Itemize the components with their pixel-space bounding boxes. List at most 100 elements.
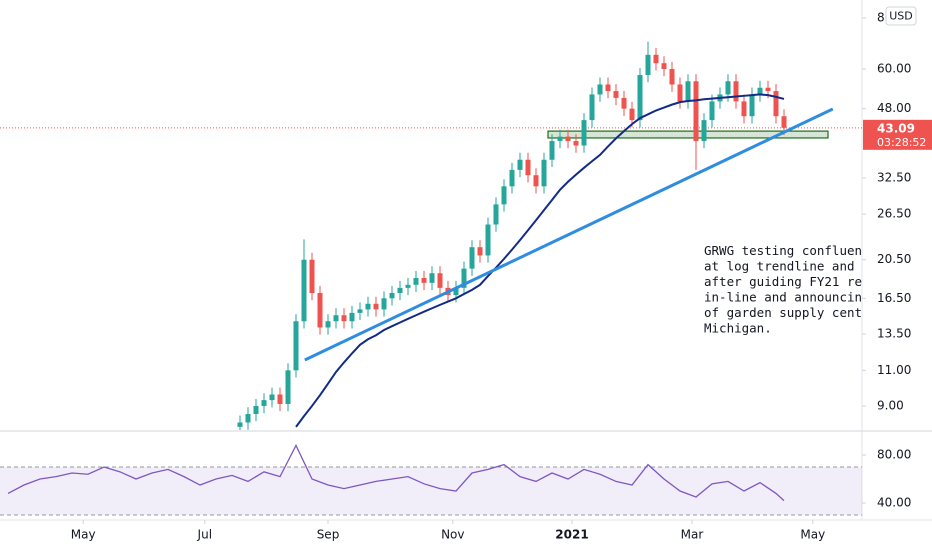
- candle-body: [437, 273, 443, 288]
- candle-body: [645, 54, 651, 76]
- annotation-line: at log trendline and range level: [704, 258, 932, 273]
- candle-body: [285, 370, 291, 404]
- x-tick-label: May: [800, 528, 825, 542]
- currency-badge[interactable]: [885, 6, 917, 26]
- moving-average: [295, 93, 785, 428]
- x-tick-label: May: [71, 528, 96, 542]
- x-tick-label: Mar: [681, 528, 704, 542]
- candle-body: [549, 141, 555, 160]
- candle-body: [509, 169, 515, 187]
- candle-body: [741, 101, 747, 117]
- candle-body: [629, 108, 635, 121]
- x-tick-label: Sep: [317, 528, 340, 542]
- candle-body: [477, 247, 483, 256]
- candle-body: [765, 87, 771, 92]
- candle-body: [493, 204, 499, 225]
- candle-body: [733, 81, 739, 102]
- candle-body: [517, 159, 523, 170]
- y-tick-label: 20.50: [877, 252, 911, 266]
- annotation-line: in-line and announcing acquisition: [704, 289, 932, 304]
- candle-body: [725, 81, 731, 95]
- candle-body: [685, 81, 691, 102]
- x-tick-label: 2021: [555, 528, 588, 542]
- countdown: 03:28:52: [877, 136, 926, 149]
- candle-body: [597, 84, 603, 95]
- x-tick-label: Jul: [197, 528, 212, 542]
- candle-body: [557, 136, 563, 142]
- candle-body: [253, 405, 259, 415]
- y-tick-label: 13.50: [877, 326, 911, 340]
- candle-body: [781, 116, 787, 128]
- candle-body: [421, 277, 427, 283]
- y-tick-label: 32.50: [877, 170, 911, 184]
- candle-body: [277, 394, 283, 404]
- candle-body: [589, 94, 595, 121]
- annotation-line: GRWG testing confluence support: [704, 243, 932, 258]
- candle-body: [605, 84, 611, 92]
- candle-body: [453, 287, 459, 296]
- rsi-pane: [0, 443, 862, 516]
- candle-body: [429, 273, 435, 283]
- candle-body: [541, 159, 547, 187]
- last-price-label: 43.09: [877, 121, 915, 135]
- range-zone: [547, 130, 829, 139]
- candle-body: [237, 422, 243, 427]
- candle-body: [485, 224, 491, 256]
- candle-body: [261, 400, 267, 406]
- candle-body: [773, 91, 779, 117]
- candle-body: [573, 141, 579, 146]
- trendline: [304, 107, 834, 362]
- candle-body: [301, 259, 307, 322]
- candle-body: [309, 259, 315, 293]
- y-tick-label: 11.00: [877, 363, 911, 377]
- candle-body: [373, 303, 379, 310]
- candle-body: [357, 309, 363, 313]
- x-tick-label: Nov: [441, 528, 464, 542]
- candle-body: [341, 315, 347, 322]
- candle-body: [381, 298, 387, 310]
- candle-body: [565, 136, 571, 142]
- annotation-line: after guiding FY21 revs and EBITDA: [704, 274, 932, 289]
- candle-body: [325, 321, 331, 328]
- candle-body: [637, 75, 643, 121]
- candle-body: [461, 268, 467, 288]
- candle-body: [349, 312, 355, 322]
- candle-body: [525, 159, 531, 176]
- candle-body: [469, 247, 475, 269]
- candle-body: [701, 120, 707, 142]
- y-tick-label: 48.00: [877, 101, 911, 115]
- rsi-tick-label: 40.00: [877, 496, 911, 510]
- candle-body: [661, 63, 667, 70]
- candle-body: [621, 97, 627, 109]
- last-price-box: [863, 119, 932, 150]
- candle-body: [669, 69, 675, 85]
- candle-body: [405, 284, 411, 288]
- axes: 9.00 11.00 13.50 16.50 20.50 26.50 32.50 48.00 6…: [71, 10, 932, 542]
- candle-body: [245, 414, 251, 423]
- y-tick-label: 16.50: [877, 291, 911, 305]
- candle-body: [677, 84, 683, 102]
- annotation-line: Michigan.: [704, 320, 772, 335]
- y-tick-label: 60.00: [877, 62, 911, 76]
- candle-body: [333, 315, 339, 322]
- candle-body: [365, 303, 371, 310]
- candle-body: [749, 94, 755, 117]
- candle-body: [413, 277, 419, 285]
- candle-body: [389, 292, 395, 299]
- rsi-band: [0, 467, 862, 516]
- currency: USD: [889, 10, 913, 23]
- candle-body: [693, 81, 699, 142]
- y-tick-label: 9.00: [877, 398, 904, 412]
- candle-body: [501, 186, 507, 205]
- rsi-line: [7, 443, 785, 502]
- candle-body: [293, 321, 299, 371]
- y-tick-label: 26.50: [877, 207, 911, 221]
- candle-body: [653, 54, 659, 64]
- candle-body: [581, 120, 587, 146]
- candle-body: [269, 394, 275, 401]
- candle-body: [533, 175, 539, 187]
- candle-body: [757, 87, 763, 95]
- candle-body: [397, 287, 403, 293]
- candle-body: [709, 101, 715, 121]
